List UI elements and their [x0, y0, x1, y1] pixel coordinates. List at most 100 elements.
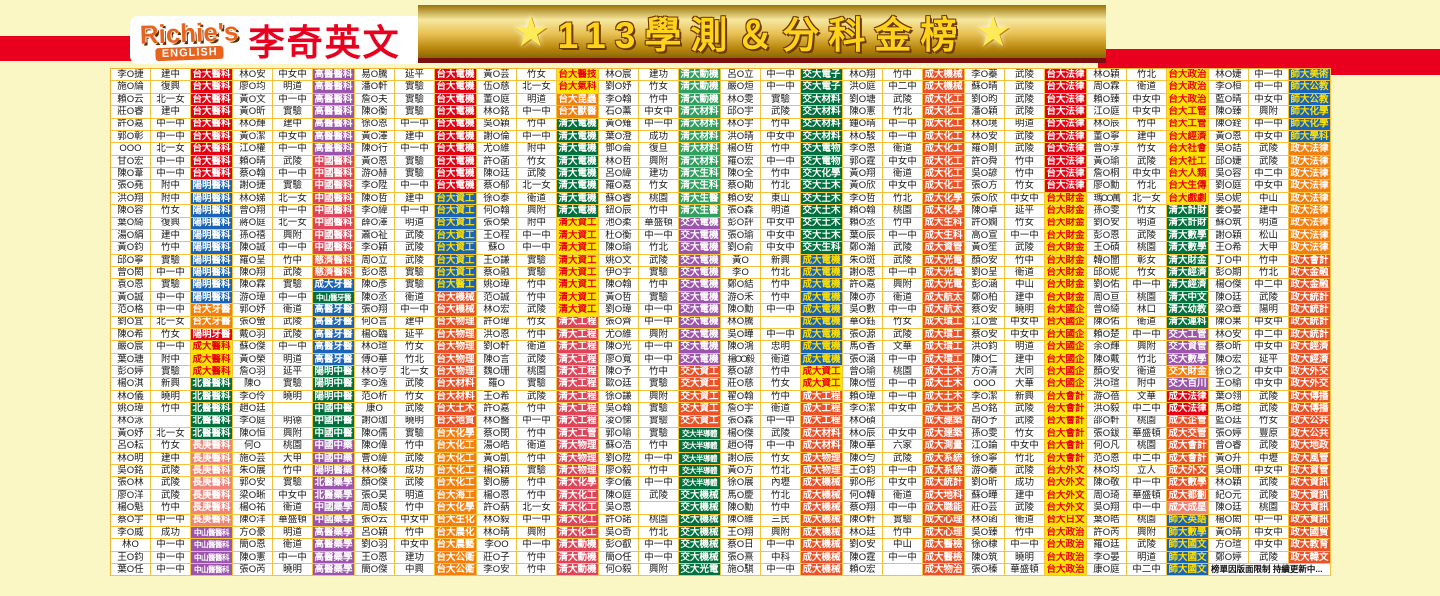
entry-school-cell: 中壢 — [1249, 452, 1289, 465]
entry-row: 孫O雯 竹女 台大會計 — [965, 427, 1087, 441]
entry-row: 游O禾 竹中 成大電機 — [721, 291, 843, 305]
entry-name-cell: 陳O銓 — [1209, 118, 1249, 131]
entry-school-cell: 附中 — [151, 353, 191, 366]
entry-name-cell: 王O榆 — [1209, 378, 1249, 391]
entry-name-cell: 鄭O婷 — [1209, 551, 1249, 564]
entry-school-cell: 明道 — [517, 93, 557, 107]
entry-department-cell: 台大公衛 — [435, 564, 477, 577]
entry-row: 羅O剛 武陵 台大法律 — [965, 143, 1087, 156]
entry-row: 李O穎 武陵 台大資工 — [355, 242, 477, 255]
entry-row: 林O宇 竹中 交大材料 — [721, 118, 843, 131]
entry-school-cell: 中女中 — [1249, 526, 1289, 540]
entry-department-cell: 成大機械 — [801, 526, 843, 540]
entry-row: 蔡O諺 竹中 成大資工 — [721, 366, 843, 379]
entry-name-cell: 詹O桐 — [1087, 168, 1127, 181]
entry-school-cell: 興附 — [517, 205, 557, 218]
entry-department-cell: 成大機械 — [923, 69, 965, 82]
footer-note: 榜單因版面限制 持續更新中... — [1209, 564, 1331, 577]
entry-name-cell: 馬O香 — [843, 341, 883, 354]
entry-department-cell: 陽明醫科 — [191, 279, 233, 292]
entry-department-cell: 北醫醫科 — [191, 378, 233, 391]
entry-school-cell: 竹女 — [1005, 427, 1045, 441]
entry-row: 葉O澄 成功 清大材料 — [599, 130, 721, 144]
star-icon: ★ — [974, 7, 1012, 55]
entry-department-cell: 交大電機 — [679, 279, 721, 292]
entry-department-cell: 成大資管 — [923, 242, 965, 255]
entry-school-cell: 竹中 — [761, 502, 801, 515]
entry-department-cell: 政大法律 — [1289, 205, 1331, 218]
entry-row: 黃O升 中壢 政大風管 — [1209, 452, 1331, 465]
entry-school-cell: 文華 — [883, 341, 923, 354]
entry-school-cell: 武陵 — [395, 477, 435, 490]
entry-school-cell: 武陵 — [1249, 440, 1289, 453]
entry-name-cell: 陳O憲 — [233, 551, 273, 564]
entry-name-cell: 林O晴 — [477, 526, 517, 540]
entry-department-cell: 成大會計 — [1167, 440, 1209, 453]
entry-name-cell: 林O哲 — [599, 155, 639, 168]
entry-department-cell: 台大化工 — [435, 440, 477, 453]
entry-school-cell: 中女中 — [1127, 93, 1167, 107]
entry-name-cell: 葉O瑭 — [111, 353, 151, 366]
entry-row: 陳O筑 曉明 台大政治 — [965, 551, 1087, 564]
entry-row: 吳O詰 武陵 政大法律 — [1209, 143, 1331, 156]
entry-row: 陳O予 竹中 交大資工 — [599, 366, 721, 379]
entry-department-cell: 清大物理 — [557, 452, 599, 465]
entry-department-cell: 台大昆蟲 — [557, 93, 599, 107]
entry-row: 陳O恒 興附 中國中醫 — [233, 427, 355, 441]
entry-row: 林O函 衛道 台大日文 — [965, 514, 1087, 527]
entry-department-cell: 台大社會 — [1167, 143, 1209, 156]
entry-row: 張O榮 附中 清大資工 — [477, 217, 599, 230]
entry-name-cell: 王O恩 — [355, 551, 395, 564]
entry-row: 陳O哲 建中 台大資工 — [355, 192, 477, 206]
entry-school-cell: 武陵 — [1005, 465, 1045, 478]
entry-department-cell: 交大資工 — [679, 403, 721, 416]
entry-row: 湯O絹 建中 陽明醫科 — [111, 229, 233, 243]
entry-department-cell: 高醫醫科 — [313, 118, 355, 131]
entry-name-cell: 羅O嘉 — [599, 180, 639, 193]
entry-name-cell: 劉O庭 — [1209, 180, 1249, 193]
entry-school-cell: 武陵 — [1127, 229, 1167, 243]
entry-row: 彭O期 竹北 政大金融 — [1209, 267, 1331, 280]
entry-row: OOO 大華 台大國企 — [965, 378, 1087, 391]
entry-name-cell: 黃O瑜 — [1087, 155, 1127, 168]
entry-row: 廖O毅 竹中 交大半導體 — [599, 465, 721, 478]
entry-department-cell: 台大物理 — [435, 316, 477, 329]
entry-department-cell: 成大法律 — [1167, 390, 1209, 404]
entry-school-cell: 中一中 — [761, 155, 801, 168]
entry-school-cell: 中女中 — [883, 477, 923, 490]
entry-school-cell: 衛道 — [1127, 366, 1167, 379]
entry-department-cell: 清大工程 — [557, 366, 599, 379]
entry-name-cell: 陳O瑜 — [599, 242, 639, 255]
entry-school-cell: 中女中 — [639, 106, 679, 119]
entry-name-cell: 呂O立 — [721, 69, 761, 82]
entry-department-cell: 交大電機 — [679, 242, 721, 255]
entry-department-cell: 交大機械 — [679, 551, 721, 564]
entry-row: 蘇O 中一中 清大資工 — [477, 242, 599, 255]
entry-name-cell: 薛O澤 — [355, 217, 395, 230]
entry-row: 林O輝 建中 高醫醫科 — [233, 118, 355, 131]
entry-department-cell: 清大資工 — [557, 229, 599, 243]
entry-department-cell: 台大法律 — [1045, 106, 1087, 119]
entry-name-cell: 劉O羽 — [355, 539, 395, 552]
entry-name-cell: 彭O期 — [1209, 267, 1249, 280]
entry-school-cell: 竹中 — [151, 502, 191, 515]
entry-department-cell: 交大資工 — [679, 390, 721, 404]
entry-name-cell: 羅O剛 — [965, 143, 1005, 156]
entry-department-cell: 中國醫科 — [313, 168, 355, 181]
entry-row: 羅O廷 武陵 師大國文 — [1087, 539, 1209, 552]
entry-name-cell: 甘O宏 — [111, 155, 151, 168]
entry-department-cell: 交大土木 — [801, 205, 843, 218]
entry-department-cell: 政大資訊 — [1289, 502, 1331, 515]
entry-name-cell: 丁O中 — [1209, 254, 1249, 267]
entry-department-cell: 清大工管 — [557, 427, 599, 441]
entry-school-cell: 中一中 — [639, 304, 679, 317]
entry-school-cell: 武陵 — [1249, 551, 1289, 564]
entry-name-cell: 韓O闓 — [1087, 254, 1127, 267]
entry-school-cell: 中一中 — [883, 353, 923, 366]
entry-row: 陳O軒 實驗 成大心理 — [843, 514, 965, 527]
entry-name-cell: 梁O晰 — [233, 489, 273, 503]
entry-school-cell: 武陵 — [1005, 143, 1045, 156]
entry-name-cell: 林O — [111, 539, 151, 552]
entry-row: 徐O之 中女中 政大外交 — [1209, 366, 1331, 379]
entry-department-cell: 清大工程 — [557, 353, 599, 366]
